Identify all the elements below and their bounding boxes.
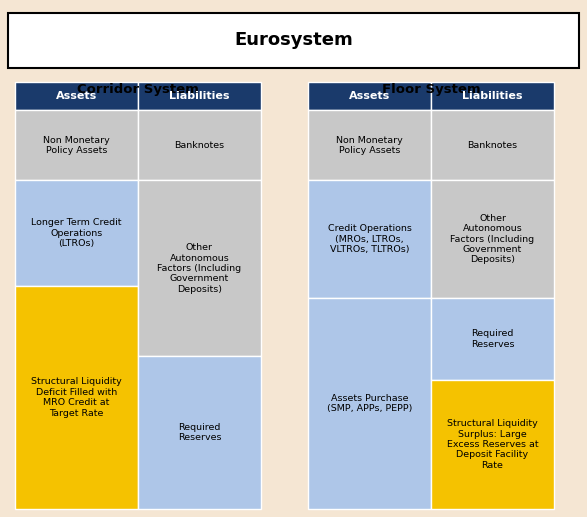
Bar [308,82,431,110]
Bar [15,82,138,110]
Text: Assets: Assets [56,91,97,101]
Bar [308,110,431,180]
Text: Non Monetary
Policy Assets: Non Monetary Policy Assets [336,135,403,155]
Text: Liabilities: Liabilities [169,91,230,101]
Text: Required
Reserves: Required Reserves [178,423,221,443]
Bar [431,298,554,380]
Bar [431,82,554,110]
Bar [138,110,261,180]
Text: Longer Term Credit
Operations
(LTROs): Longer Term Credit Operations (LTROs) [31,218,122,248]
Text: Credit Operations
(MROs, LTROs,
VLTROs, TLTROs): Credit Operations (MROs, LTROs, VLTROs, … [328,224,411,254]
Text: Non Monetary
Policy Assets: Non Monetary Policy Assets [43,135,110,155]
Text: Liabilities: Liabilities [462,91,523,101]
Text: Other
Autonomous
Factors (Including
Government
Deposits): Other Autonomous Factors (Including Gove… [157,243,242,294]
Bar [15,286,138,509]
Text: Corridor System: Corridor System [77,84,199,97]
Bar [431,380,554,509]
Text: Banknotes: Banknotes [174,141,225,150]
Bar [15,180,138,286]
Text: Floor System: Floor System [382,84,480,97]
Text: Assets Purchase
(SMP, APPs, PEPP): Assets Purchase (SMP, APPs, PEPP) [327,393,412,413]
Bar [431,110,554,180]
Bar [308,298,431,509]
Text: Required
Reserves: Required Reserves [471,329,514,348]
Text: Structural Liquidity
Deficit Filled with
MRO Credit at
Target Rate: Structural Liquidity Deficit Filled with… [31,377,122,418]
Bar [138,82,261,110]
Bar [138,356,261,509]
Text: Banknotes: Banknotes [467,141,518,150]
Text: Assets: Assets [349,91,390,101]
Bar [138,180,261,356]
Text: Other
Autonomous
Factors (Including
Government
Deposits): Other Autonomous Factors (Including Gove… [450,214,535,264]
Bar [8,13,579,68]
Bar [308,180,431,298]
Bar [431,180,554,298]
Bar [15,110,138,180]
Text: Structural Liquidity
Surplus: Large
Excess Reserves at
Deposit Facility
Rate: Structural Liquidity Surplus: Large Exce… [447,419,538,470]
Text: Eurosystem: Eurosystem [234,32,353,50]
